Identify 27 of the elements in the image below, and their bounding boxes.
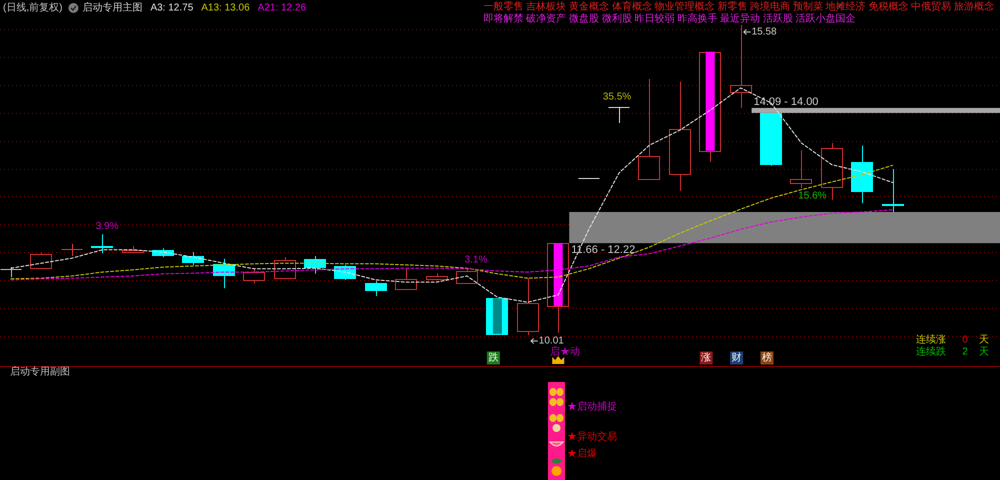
chart-subtitle: 启动专用主图 — [82, 2, 142, 14]
annotation: 3.1% — [464, 254, 488, 266]
annotation: 3.9% — [96, 220, 119, 232]
text: ★启动捕捉 — [567, 400, 617, 412]
annotation: 35.5% — [602, 91, 632, 102]
text: 跌 — [488, 352, 498, 364]
text: 启动专用副图 — [10, 366, 70, 378]
text: ★启爆 — [567, 448, 597, 460]
annotation: 15.6% — [798, 190, 827, 202]
text: 天 — [979, 346, 989, 358]
text: 10.01 — [538, 336, 564, 346]
legend: A3: 12.75 A13: 13.06 A21: 12.26 — [150, 2, 306, 14]
text: 天 — [979, 334, 989, 346]
text: 财 — [732, 352, 742, 364]
text: 15.58 — [752, 26, 777, 38]
text: 涨 — [701, 352, 712, 364]
text: 一般零售 吉林板块 黄金概念 体育概念 物业管理概念 新零售 跨境电商 预制菜 地摊经济 免税概念 中俄贸易 旅游概念 — [483, 0, 994, 12]
text: 启★动 — [550, 345, 580, 358]
text: 2 — [962, 346, 968, 358]
text: 连续涨 — [916, 334, 946, 346]
text: 榜 — [762, 352, 772, 364]
text: 连续跌 — [916, 346, 946, 358]
text: 0 — [962, 334, 968, 346]
text: 即将解禁 破净资产 微盘股 微利股 昨日较弱 昨高换手 最近异动 活跃股 活跃小盘国企 — [483, 12, 856, 24]
chart-title: (日线,前复权) — [3, 2, 62, 14]
text: ★异动交易 — [567, 430, 617, 442]
band-label: 11.66 - 12.22 — [571, 244, 636, 256]
